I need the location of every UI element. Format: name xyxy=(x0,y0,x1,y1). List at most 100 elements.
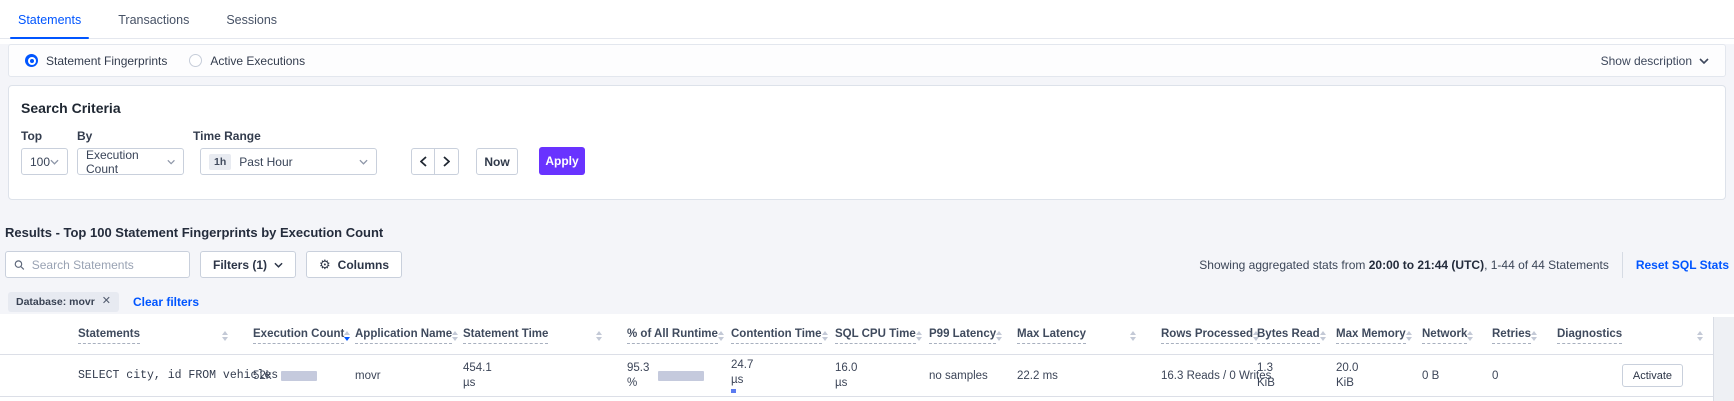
reset-sql-stats-link[interactable]: Reset SQL Stats xyxy=(1635,257,1729,272)
time-range-value: Past Hour xyxy=(239,154,293,169)
header-cell-rows-processed[interactable]: Rows Processed xyxy=(1146,317,1260,354)
close-icon[interactable]: ✕ xyxy=(101,295,111,307)
radio-label: Statement Fingerprints xyxy=(46,53,168,68)
header-cell-network[interactable]: Network xyxy=(1407,317,1477,354)
header-cell-of-all-runtime[interactable]: % of All Runtime xyxy=(612,317,724,354)
cell-bytes-read: 1.3 KiB xyxy=(1242,355,1321,396)
column-label: Application Name xyxy=(355,328,453,344)
sort-icon[interactable] xyxy=(1697,330,1703,341)
radio-selected-icon xyxy=(25,54,38,67)
header-cell-statement-time[interactable]: Statement Time xyxy=(448,317,612,354)
sort-icon[interactable] xyxy=(452,330,459,341)
header-cell-diagnostics[interactable]: Diagnostics xyxy=(1542,317,1713,354)
cell-value: 16.3 Reads / 0 Writes xyxy=(1161,369,1272,382)
results-heading: Results - Top 100 Statement Fingerprints… xyxy=(5,225,384,240)
radio-unselected-icon xyxy=(189,54,203,67)
radio-statement-fingerprints[interactable]: Statement Fingerprints xyxy=(25,54,167,68)
view-toggle-bar: Statement Fingerprints Active Executions… xyxy=(8,44,1726,77)
time-range-badge: 1h xyxy=(209,153,232,170)
chevron-down-icon xyxy=(359,159,368,165)
table-header-row: Statements Execution Count Application Nam… xyxy=(0,317,1713,355)
vertical-scrollbar[interactable] xyxy=(1713,317,1734,401)
radio-active-executions[interactable]: Active Executions xyxy=(189,54,305,68)
cell-rows-processed: 16.3 Reads / 0 Writes xyxy=(1146,355,1271,396)
time-range-select[interactable]: 1h Past Hour xyxy=(200,148,377,175)
sort-icon[interactable] xyxy=(1319,330,1326,341)
cell-p99-latency: no samples xyxy=(914,355,1002,396)
showing-stats-text: Showing aggregated stats from 20:00 to 2… xyxy=(1199,257,1609,272)
tab-transactions[interactable]: Transactions xyxy=(118,13,190,27)
column-label: Execution Count xyxy=(253,328,345,344)
sort-icon[interactable] xyxy=(996,330,1003,341)
tab-bar: Statements Transactions Sessions xyxy=(0,0,1734,39)
header-cell-bytes-read[interactable]: Bytes Read xyxy=(1242,317,1326,354)
time-next-button[interactable] xyxy=(435,148,459,175)
cell-application-name: movr xyxy=(340,355,448,396)
top-label: Top xyxy=(21,129,43,143)
cell-value: 454.1 µs xyxy=(463,361,492,389)
header-cell-sql-cpu-time[interactable]: SQL CPU Time xyxy=(820,317,922,354)
header-cell-max-latency[interactable]: Max Latency xyxy=(1002,317,1146,354)
cell-network: 0 B xyxy=(1407,355,1477,396)
sort-icon[interactable] xyxy=(344,330,351,341)
header-cell-p99-latency[interactable]: P99 Latency xyxy=(914,317,1003,354)
database-filter-chip: Database: movr ✕ xyxy=(8,291,119,312)
cell-execution-count: 52k xyxy=(238,355,340,396)
sort-icon[interactable] xyxy=(596,330,602,341)
sort-icon[interactable] xyxy=(1130,330,1136,341)
columns-button-label: Columns xyxy=(337,257,390,272)
sort-icon[interactable] xyxy=(717,330,724,341)
cell-value: 1.3 KiB xyxy=(1257,361,1275,389)
sort-icon[interactable] xyxy=(222,330,228,341)
columns-button[interactable]: ⚙ Columns xyxy=(306,251,403,278)
by-select[interactable]: Execution Count xyxy=(77,148,184,176)
now-button[interactable]: Now xyxy=(476,148,518,175)
cell-max-latency: 22.2 ms xyxy=(1002,355,1146,396)
cell-max-memory: 20.0 KiB xyxy=(1321,355,1407,396)
top-select-value: 100 xyxy=(30,154,51,169)
show-description-toggle[interactable]: Show description xyxy=(1601,54,1709,68)
column-label: Contention Time xyxy=(731,328,822,344)
cell-of-all-runtime: 95.3% xyxy=(612,355,716,396)
time-prev-button[interactable] xyxy=(411,148,435,175)
column-label: Diagnostics xyxy=(1557,328,1623,344)
sort-icon[interactable] xyxy=(1253,330,1260,341)
clear-filters-link[interactable]: Clear filters xyxy=(133,294,200,309)
filters-button-label: Filters (1) xyxy=(213,257,268,272)
header-cell-execution-count[interactable]: Execution Count xyxy=(238,317,351,354)
sort-icon[interactable] xyxy=(1467,330,1474,341)
header-cell-max-memory[interactable]: Max Memory xyxy=(1321,317,1412,354)
column-label: P99 Latency xyxy=(929,328,997,344)
header-cell-application-name[interactable]: Application Name xyxy=(340,317,459,354)
tab-statements[interactable]: Statements xyxy=(9,0,90,39)
apply-button[interactable]: Apply xyxy=(539,147,585,175)
search-criteria-title: Search Criteria xyxy=(21,100,121,116)
divider xyxy=(1621,251,1623,278)
cell-value: 52k xyxy=(253,369,272,382)
execution-count-bar xyxy=(280,370,317,381)
column-label: Rows Processed xyxy=(1161,328,1254,344)
cell-value: 24.7 µs xyxy=(731,358,753,393)
filter-chip-row: Database: movr ✕ Clear filters xyxy=(8,291,1726,312)
sort-icon[interactable] xyxy=(915,330,922,341)
time-range-label: Time Range xyxy=(193,129,261,143)
header-cell-retries[interactable]: Retries xyxy=(1477,317,1542,354)
filters-button[interactable]: Filters (1) xyxy=(200,251,297,278)
statement-fingerprint-link[interactable]: SELECT city, id FROM vehicles xyxy=(78,369,279,382)
cell-value: no samples xyxy=(929,369,988,382)
header-cell-statements[interactable]: Statements xyxy=(0,317,238,354)
tab-sessions[interactable]: Sessions xyxy=(226,13,278,27)
show-description-label: Show description xyxy=(1600,53,1692,68)
header-cell-contention-time[interactable]: Contention Time xyxy=(716,317,828,354)
chevron-down-icon xyxy=(1699,57,1709,64)
contention-bar xyxy=(731,389,736,393)
column-label: % of All Runtime xyxy=(627,328,718,344)
activate-diagnostics-button[interactable]: Activate xyxy=(1621,364,1683,387)
of-all-runtime-bar xyxy=(658,370,705,381)
sort-icon[interactable] xyxy=(1405,330,1412,341)
column-label: Retries xyxy=(1492,328,1531,344)
search-statements-input[interactable] xyxy=(31,257,181,272)
sort-icon[interactable] xyxy=(1531,330,1537,341)
sort-icon[interactable] xyxy=(821,330,828,341)
top-select[interactable]: 100 xyxy=(21,148,68,175)
